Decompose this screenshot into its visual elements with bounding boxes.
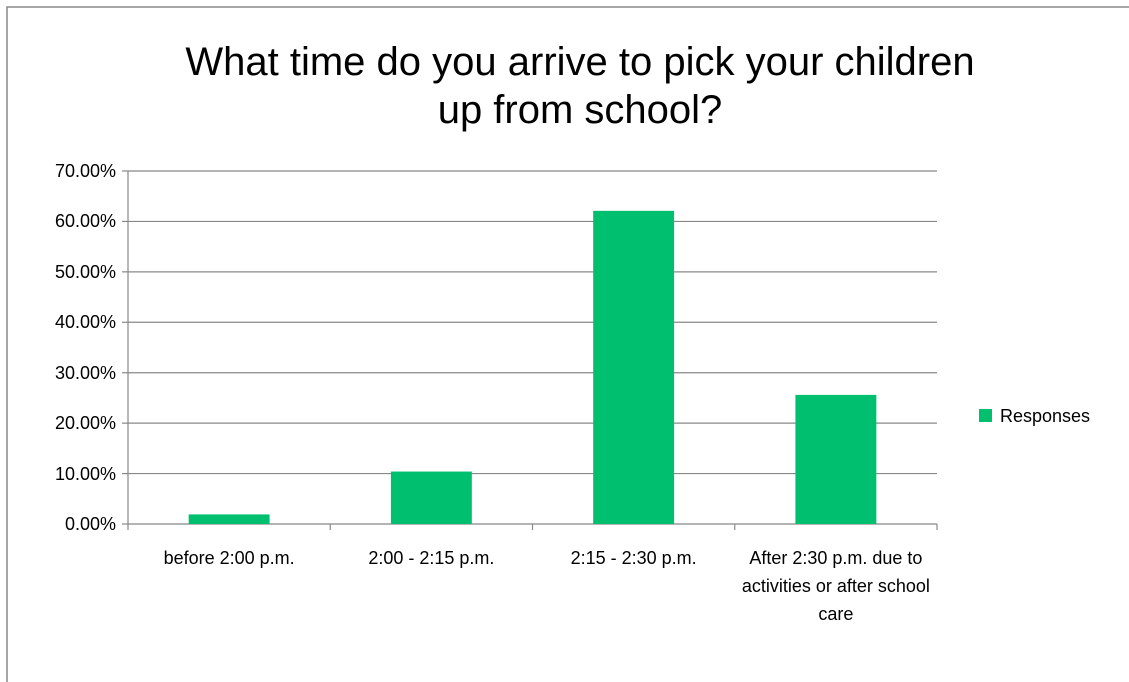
chart-frame [6, 6, 1129, 682]
bar [390, 471, 472, 524]
x-tick-label: before 2:00 p.m. [163, 548, 295, 568]
x-tick-label: After 2:30 p.m. due to activities or aft… [741, 548, 930, 624]
y-tick-label: 20.00% [54, 413, 116, 434]
bar [593, 210, 675, 525]
y-tick-label: 0.00% [64, 514, 116, 534]
y-tick-label: 40.00% [54, 312, 116, 333]
bar [188, 514, 270, 524]
y-tick-label: 50.00% [54, 261, 116, 282]
x-tick-label: 2:15 - 2:30 p.m. [570, 548, 697, 568]
x-tick-label: 2:00 - 2:15 p.m. [368, 548, 495, 568]
y-tick-label: 10.00% [54, 463, 116, 484]
legend-label: Responses [1000, 406, 1091, 426]
legend-swatch [979, 409, 992, 422]
y-tick-label: 70.00% [54, 161, 116, 181]
bar [795, 394, 877, 524]
y-tick-label: 60.00% [54, 211, 116, 232]
chart-title: What time do you arrive to pick your chi… [185, 40, 975, 132]
y-tick-label: 30.00% [54, 362, 116, 383]
